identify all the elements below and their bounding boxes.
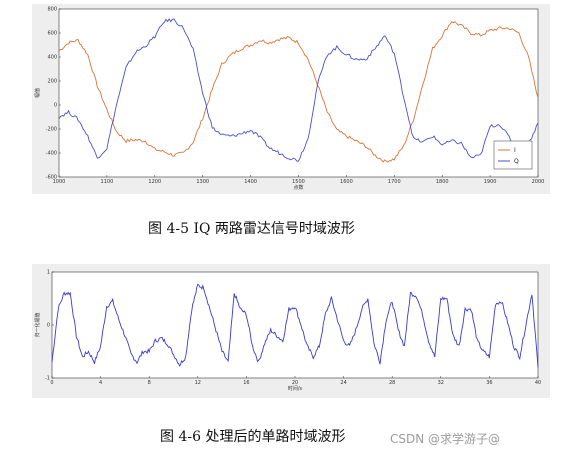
y-tick-label: -200 xyxy=(46,127,57,133)
x-tick-label: 40 xyxy=(535,380,541,386)
x-tick-label: 2000 xyxy=(532,179,545,185)
x-tick-label: 1100 xyxy=(101,179,114,185)
x-tick-label: 1700 xyxy=(388,179,401,185)
y-tick-label: -600 xyxy=(46,175,57,181)
x-tick-label: 1400 xyxy=(244,179,257,185)
x-tick-label: 0 xyxy=(50,380,53,386)
x-axis-label: 点数 xyxy=(293,184,303,191)
legend-box xyxy=(493,140,533,170)
x-tick-label: 12 xyxy=(195,380,201,386)
x-tick-label: 16 xyxy=(243,380,249,386)
y-axis-label: 幅值 xyxy=(34,88,41,98)
x-tick-label: 36 xyxy=(486,380,492,386)
figure-4-5-panel: 1000 1100 1200 1300 1400 1500 1600 1700 1800 1900… xyxy=(32,4,550,194)
x-tick-label: 1900 xyxy=(484,179,497,185)
legend-entry: Q xyxy=(514,158,519,165)
y-tick-label: 200 xyxy=(47,79,57,85)
y-tick-label: 400 xyxy=(47,55,57,61)
figure-4-6-panel: 0 4 8 12 16 20 24 28 32 36 40 1 0 -1 时间/s 归一化幅值 xyxy=(32,264,550,398)
series-line-I xyxy=(58,20,539,163)
series-line-signal xyxy=(51,283,539,368)
x-tick-label: 8 xyxy=(148,380,151,386)
x-tick-label: 24 xyxy=(340,380,346,386)
x-tick-label: 4 xyxy=(99,380,102,386)
x-tick-label: 1800 xyxy=(436,179,449,185)
y-tick-label: 1 xyxy=(47,270,50,276)
y-tick-label: 0 xyxy=(54,103,57,109)
watermark: CSDN @求学游子@ xyxy=(390,432,501,446)
iq-chart: 1000 1100 1200 1300 1400 1500 1600 1700 1800 1900… xyxy=(34,7,545,191)
figure-4-6-caption: 图 4-6 处理后的单路时域波形 xyxy=(160,429,346,445)
x-tick-label: 1000 xyxy=(53,179,66,185)
x-tick-label: 1500 xyxy=(292,179,305,185)
figure-4-5-caption: 图 4-5 IQ 两路雷达信号时域波形 xyxy=(148,221,355,237)
x-axis-label: 时间/s xyxy=(288,385,303,392)
y-tick-label: -400 xyxy=(46,151,57,157)
legend-entry: I xyxy=(514,147,516,154)
y-tick-label: 800 xyxy=(47,7,57,13)
plot-area xyxy=(51,271,539,379)
x-tick-label: 1300 xyxy=(196,179,209,185)
x-tick-label: 32 xyxy=(438,380,444,386)
x-tick-label: 28 xyxy=(389,380,395,386)
series-line-Q xyxy=(58,18,539,162)
y-tick-label: 600 xyxy=(47,31,57,37)
y-tick-label: -1 xyxy=(45,376,50,382)
x-tick-label: 20 xyxy=(292,380,298,386)
y-tick-label: 0 xyxy=(47,323,50,329)
plot-area xyxy=(58,8,539,178)
x-tick-label: 1200 xyxy=(148,179,161,185)
y-axis-label: 归一化幅值 xyxy=(34,312,41,337)
x-tick-label: 1600 xyxy=(340,179,353,185)
